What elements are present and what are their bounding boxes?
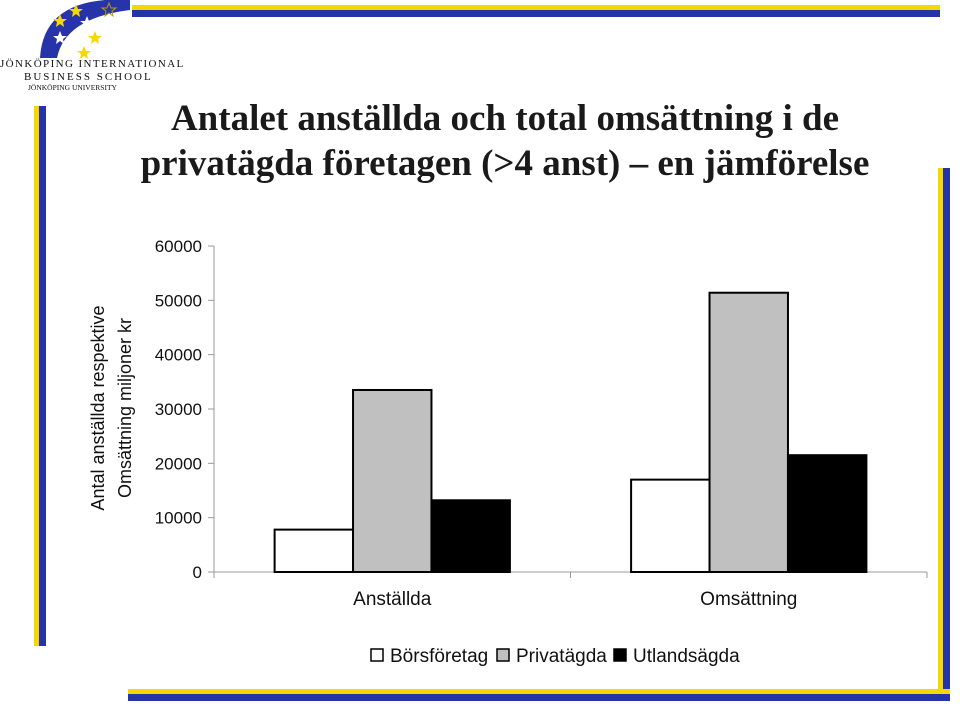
y-tick-label: 40000 <box>155 346 202 365</box>
left-blue-stripe <box>39 106 46 646</box>
legend-swatch <box>370 648 384 662</box>
x-category-label: Anställda <box>353 589 432 610</box>
category-labels: Anställda Omsättning <box>353 589 797 610</box>
y-tick-label: 60000 <box>155 237 202 256</box>
page-title: Antalet anställda och total omsättning i… <box>100 96 910 186</box>
university-logo: JÖNKÖPING INTERNATIONAL BUSINESS SCHOOL … <box>0 0 183 95</box>
y-tick-label: 20000 <box>155 454 202 473</box>
y-tick-label: 0 <box>193 563 202 582</box>
right-yellow-stripe <box>938 168 943 698</box>
bottom-yellow-stripe <box>128 689 950 694</box>
left-yellow-stripe <box>34 106 39 646</box>
y-tick-label: 10000 <box>155 509 202 528</box>
y-axis-title-line2: Omsättning miljoner kr <box>115 318 135 498</box>
y-tick-label: 50000 <box>155 291 202 310</box>
logo-text-line1: JÖNKÖPING INTERNATIONAL <box>0 58 185 70</box>
right-blue-stripe <box>943 168 950 698</box>
legend-label: Utlandsägda <box>633 646 740 667</box>
logo-text-line3: JÖNKÖPING UNIVERSITY <box>28 83 117 92</box>
title-line-1: Antalet anställda och total omsättning i… <box>170 98 840 139</box>
top-yellow-stripe <box>132 5 940 10</box>
logo-emblem <box>40 0 130 59</box>
bottom-blue-stripe <box>128 694 950 701</box>
legend-label: Privatägda <box>516 646 607 667</box>
bar-privatägda-1 <box>352 388 433 573</box>
legend-swatch <box>496 648 510 662</box>
y-axis-title-line1: Antal anställda respektive <box>88 305 108 510</box>
legend-label: Börsföretag <box>390 646 488 667</box>
bar-utlandsägda-1 <box>430 499 511 573</box>
bar-utlandsägda-2 <box>786 454 868 573</box>
logo-text-line2: BUSINESS SCHOOL <box>24 71 153 83</box>
x-category-label: Omsättning <box>700 589 797 610</box>
bar-privatägda-2 <box>708 291 789 573</box>
legend-swatch <box>613 648 627 662</box>
y-axis-title: Antal anställda respektive Omsättning mi… <box>88 305 135 510</box>
y-axis: 0 10000 20000 30000 40000 50000 60000 <box>155 237 215 582</box>
y-tick-label: 30000 <box>155 400 202 419</box>
title-line-2: privatägda företagen (>4 anst) – en jämf… <box>140 143 870 184</box>
bars-group <box>273 291 868 573</box>
bar-börsföretag-1 <box>273 528 355 573</box>
bar-börsföretag-2 <box>630 478 711 573</box>
legend: Börsföretag Privatägda Utlandsägda <box>370 646 740 667</box>
top-blue-stripe <box>132 10 940 17</box>
